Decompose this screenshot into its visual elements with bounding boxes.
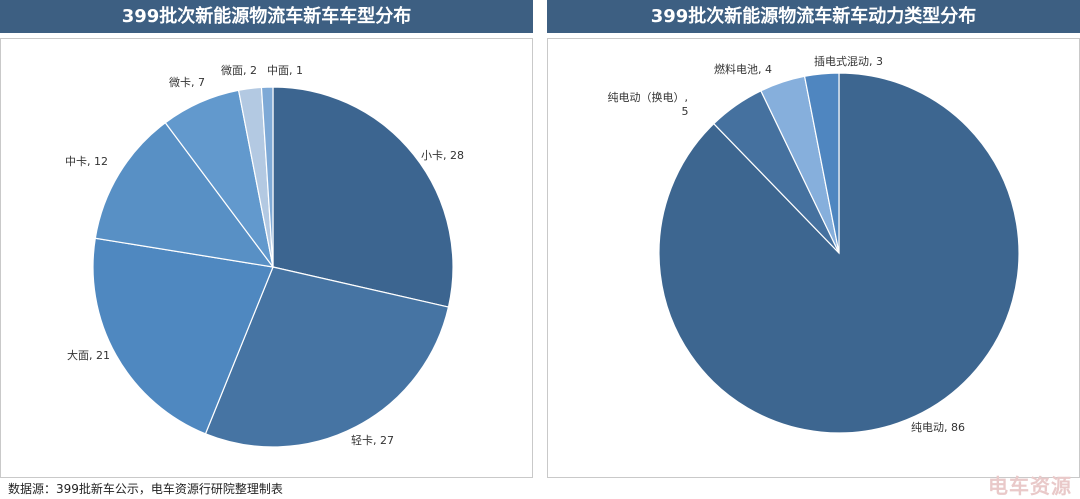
- slice-label: 插电式混动, 3: [814, 54, 883, 68]
- slice-label: 轻卡, 27: [351, 433, 394, 447]
- pie-chart-vehicle-type: 小卡, 28 轻卡, 27 大面, 21 中卡, 12 微卡, 7 微面, 2 中面, 1: [65, 63, 464, 448]
- chart-area: 纯电动, 86 纯电动（换电）, 5 燃料电池, 4 插电式混动, 3: [547, 38, 1080, 478]
- data-source-note: 数据源：399批新车公示，电车资源行研院整理制表: [8, 482, 283, 496]
- slice-label: 大面, 21: [67, 348, 110, 362]
- slice-label: 微面, 2: [221, 63, 257, 77]
- pie-slice: [803, 72, 840, 254]
- watermark-logo: 电车资源: [988, 474, 1072, 498]
- chart-title: 399批次新能源物流车新车动力类型分布: [547, 0, 1080, 33]
- chart-area: 小卡, 28 轻卡, 27 大面, 21 中卡, 12 微卡, 7 微面, 2 中面, 1: [0, 38, 533, 478]
- slice-label: 燃料电池, 4: [714, 62, 772, 76]
- pie-slice: [92, 237, 274, 435]
- slice-label: 微卡, 7: [169, 75, 205, 89]
- slice-label: 中卡, 12: [65, 155, 108, 168]
- pie-slice: [272, 86, 454, 308]
- slice-label: 纯电动（换电）, 5: [608, 90, 689, 118]
- chart-title: 399批次新能源物流车新车车型分布: [0, 0, 533, 33]
- slice-label: 中面, 1: [267, 64, 303, 77]
- slice-label: 小卡, 28: [421, 149, 464, 162]
- slice-label: 纯电动, 86: [911, 421, 965, 434]
- pie-chart-power-type: 纯电动, 86 纯电动（换电）, 5 燃料电池, 4 插电式混动, 3: [608, 54, 1020, 434]
- pie-slice: [204, 266, 450, 448]
- pie-slice: [260, 86, 274, 268]
- pie-slice: [94, 121, 275, 268]
